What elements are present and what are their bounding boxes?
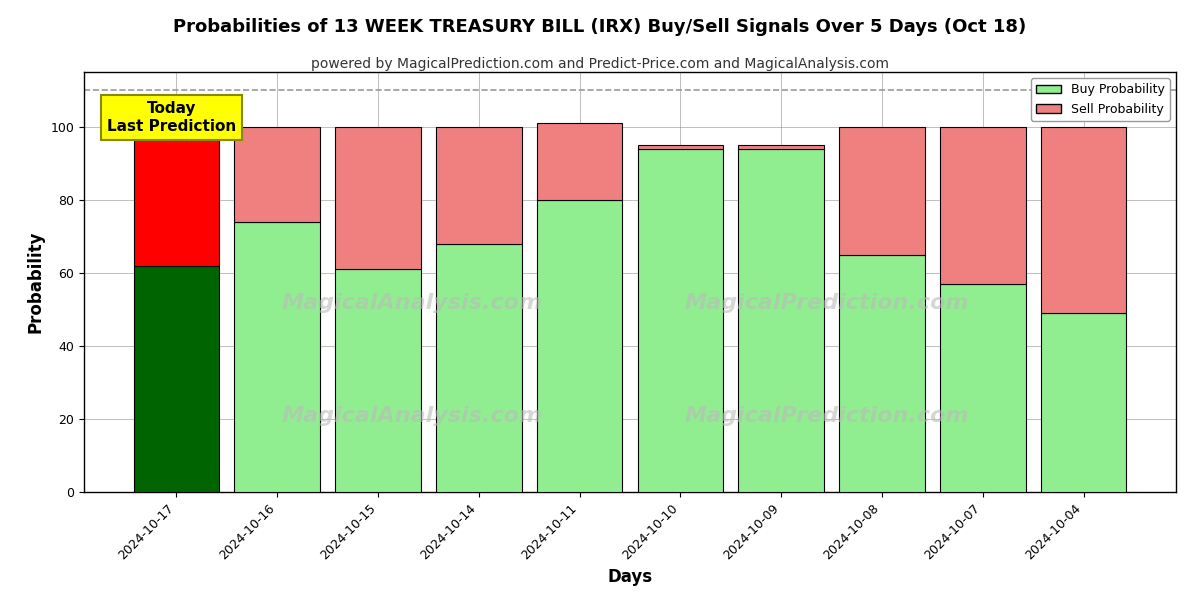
Bar	[436, 127, 522, 244]
Bar	[436, 244, 522, 492]
Bar	[839, 254, 925, 492]
Bar	[536, 123, 623, 200]
Bar	[335, 127, 421, 269]
Bar	[234, 222, 320, 492]
Bar	[940, 127, 1026, 284]
Text: MagicalPrediction.com: MagicalPrediction.com	[684, 293, 968, 313]
Bar	[839, 127, 925, 254]
Bar	[1040, 313, 1127, 492]
Text: Probabilities of 13 WEEK TREASURY BILL (IRX) Buy/Sell Signals Over 5 Days (Oct 1: Probabilities of 13 WEEK TREASURY BILL (…	[173, 18, 1027, 36]
Bar	[738, 149, 824, 492]
Text: powered by MagicalPrediction.com and Predict-Price.com and MagicalAnalysis.com: powered by MagicalPrediction.com and Pre…	[311, 57, 889, 71]
Bar	[1040, 127, 1127, 313]
Bar	[940, 284, 1026, 492]
Legend: Buy Probability, Sell Probability: Buy Probability, Sell Probability	[1031, 78, 1170, 121]
Bar	[637, 149, 724, 492]
Text: Today
Last Prediction: Today Last Prediction	[107, 101, 236, 134]
Y-axis label: Probability: Probability	[26, 231, 44, 333]
Bar	[133, 127, 220, 266]
Text: MagicalAnalysis.com: MagicalAnalysis.com	[281, 293, 542, 313]
Bar	[637, 145, 724, 149]
Bar	[738, 145, 824, 149]
Text: MagicalAnalysis.com: MagicalAnalysis.com	[281, 406, 542, 427]
Bar	[133, 266, 220, 492]
Bar	[234, 127, 320, 222]
Bar	[335, 269, 421, 492]
Bar	[536, 200, 623, 492]
Text: MagicalPrediction.com: MagicalPrediction.com	[684, 406, 968, 427]
X-axis label: Days: Days	[607, 568, 653, 586]
